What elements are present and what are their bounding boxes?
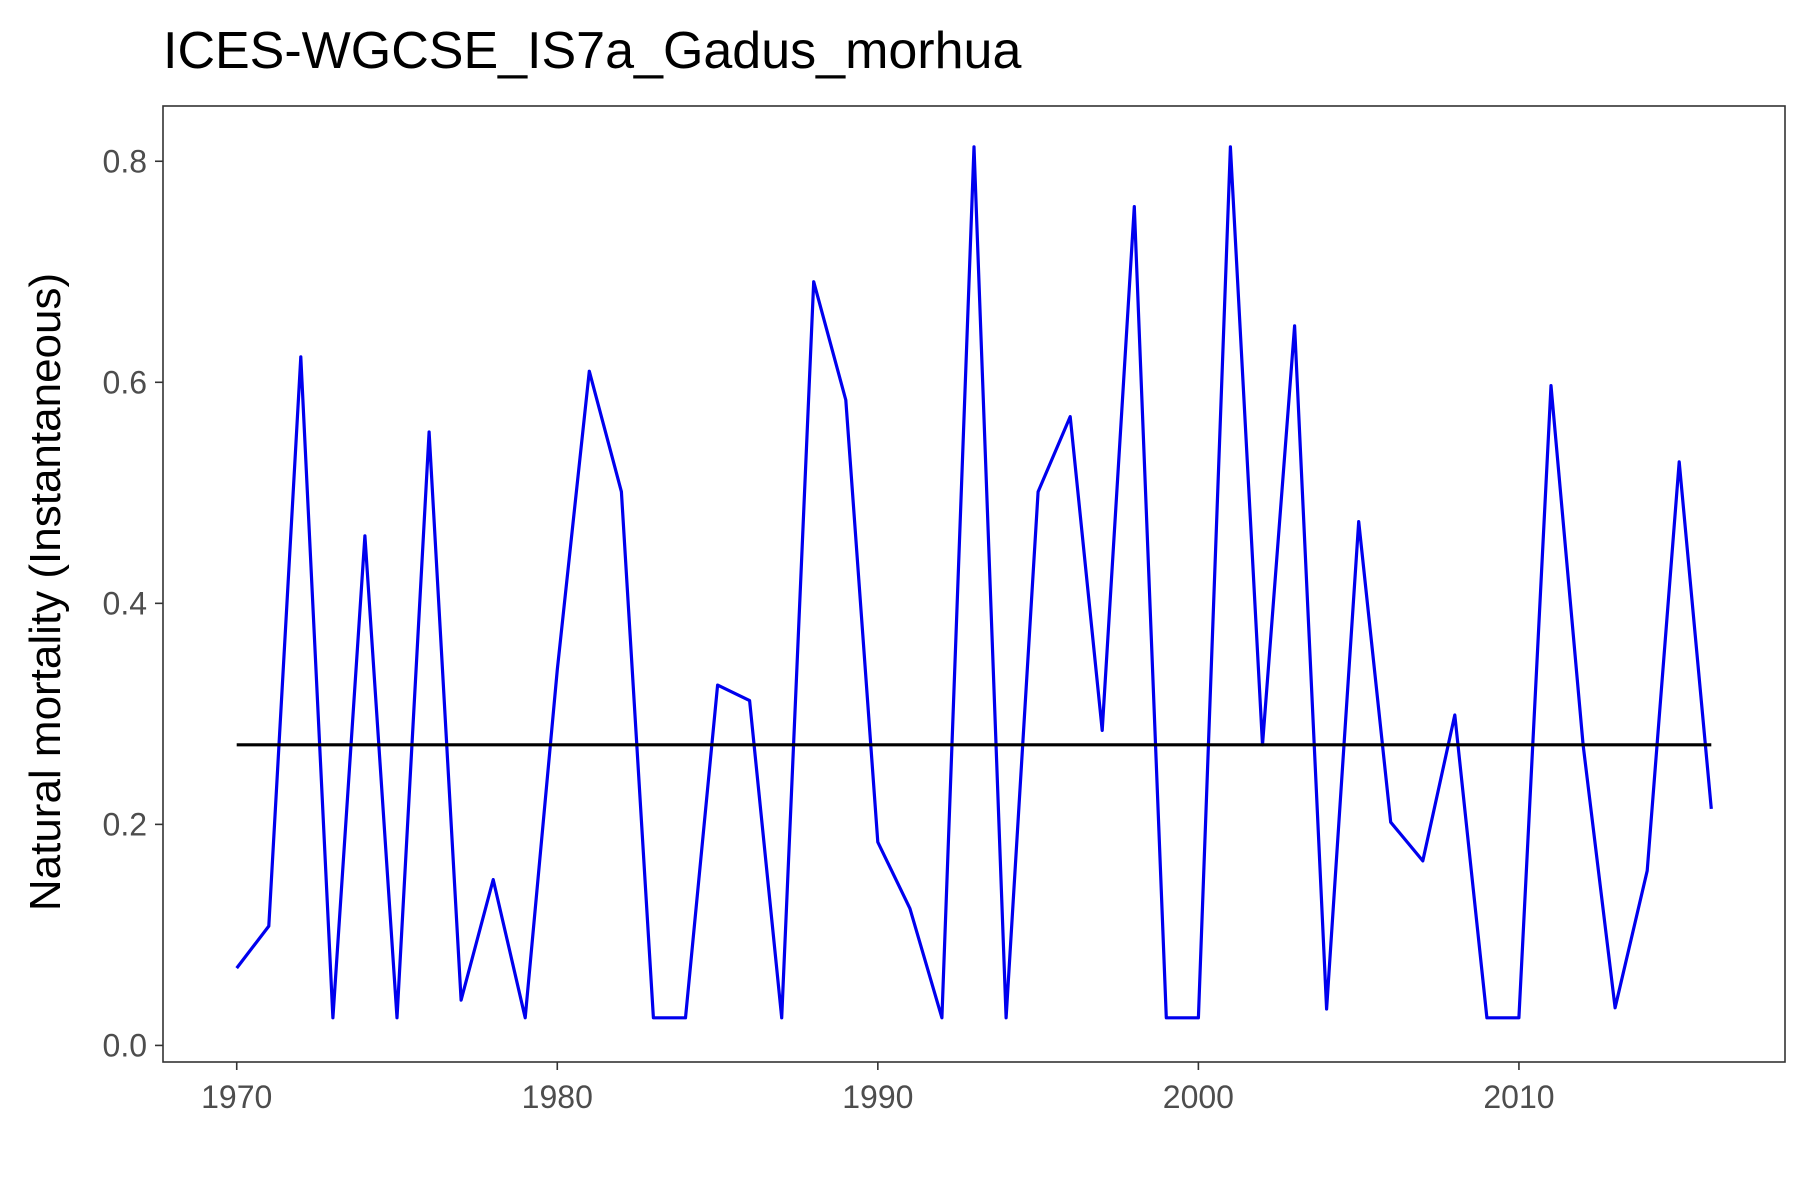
- x-axis: 1970 1980 1990 2000 2010: [201, 1062, 1555, 1115]
- y-axis: 0.0 0.2 0.4 0.6 0.8: [103, 143, 163, 1063]
- x-tick-label: 1990: [842, 1079, 913, 1115]
- y-tick-label: 0.4: [103, 585, 147, 621]
- x-tick-label: 1980: [522, 1079, 593, 1115]
- y-tick-label: 0.6: [103, 364, 147, 400]
- natural-mortality-line: [235, 145, 1713, 1020]
- x-tick-label: 1970: [201, 1079, 272, 1115]
- series-layer: [235, 145, 1713, 1020]
- y-tick-label: 0.0: [103, 1027, 147, 1063]
- plot-panel: [162, 105, 1786, 1063]
- x-tick-label: 2000: [1163, 1079, 1234, 1115]
- y-tick-label: 0.8: [103, 143, 147, 179]
- y-axis-label: Natural mortality (Instantaneous): [21, 273, 70, 911]
- x-tick-label: 2010: [1483, 1079, 1554, 1115]
- chart-title: ICES-WGCSE_IS7a_Gadus_morhua: [163, 22, 1021, 80]
- y-tick-label: 0.2: [103, 806, 147, 842]
